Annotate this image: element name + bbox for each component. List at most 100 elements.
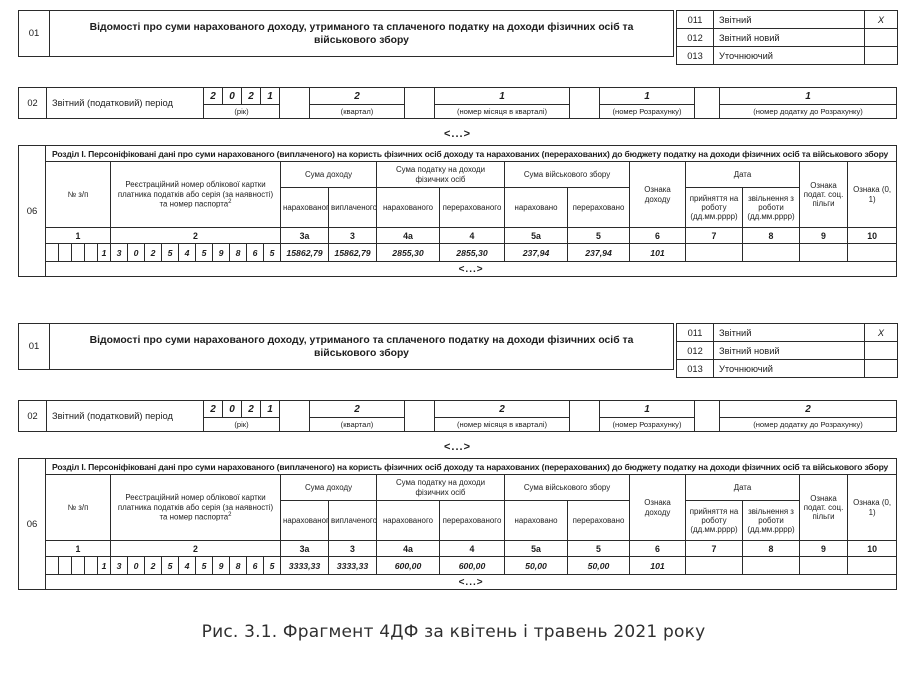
column-number: 3а: [280, 227, 329, 244]
header-sign-01: Ознака (0, 1): [846, 474, 898, 541]
spacer: [280, 401, 310, 432]
reporting-period-label: Звітний (податковий) період: [46, 87, 204, 119]
row-01-number: 01: [18, 323, 50, 370]
tax-digit-cell: 8: [229, 243, 247, 262]
calculation-number-value: 1: [599, 400, 695, 418]
column-number: 5а: [504, 227, 568, 244]
cell-levy-transferred: 50,00: [567, 556, 630, 575]
form-fragment-2: 01 Відомості про суми нарахованого доход…: [18, 277, 898, 590]
cell-income-accrued: 15862,79: [280, 243, 329, 262]
column-number: 6: [629, 227, 686, 244]
month-value: 2: [434, 400, 570, 418]
header-seq-number: № з/п: [45, 161, 111, 228]
column-number: 9: [799, 540, 848, 557]
year-caption: (рік): [203, 417, 280, 432]
column-number: 10: [846, 540, 898, 557]
row-02-number: 02: [18, 87, 47, 119]
tax-digit-cell: 8: [229, 556, 247, 575]
seq-cell: [71, 556, 85, 575]
header-dismissal-date: звільнення з роботи (дд.мм.рррр): [742, 500, 800, 541]
tax-digit-cell: 5: [161, 556, 179, 575]
row-01-title: Відомості про суми нарахованого доходу, …: [49, 10, 674, 57]
column-number: 8: [742, 227, 800, 244]
column-number: 2: [110, 227, 281, 244]
cell-hire-date: [685, 243, 743, 262]
column-number: 9: [799, 227, 848, 244]
header-row-01: 01 Відомості про суми нарахованого доход…: [18, 10, 898, 65]
row-01-number: 01: [18, 10, 50, 57]
footnote-marker: 2: [228, 198, 232, 205]
report-type-mark: X: [864, 323, 898, 342]
cell-levy-transferred: 237,94: [567, 243, 630, 262]
report-type-mark: [864, 46, 898, 65]
header-military-levy-sum: Сума військового збору: [504, 474, 630, 501]
tax-digit-cell: 4: [178, 243, 196, 262]
header-tax-accrued: нарахованого: [376, 187, 440, 228]
reporting-period-row: 02 Звітний (податковий) період 2 0 2 1 2…: [18, 400, 897, 432]
report-type-code: 012: [676, 28, 714, 47]
column-number: 5а: [504, 540, 568, 557]
report-type-code: 011: [676, 10, 714, 29]
section-06-table: 06 Розділ І. Персоніфіковані дані про су…: [18, 458, 898, 590]
seq-cell: [45, 243, 59, 262]
header-tax-transferred: перерахованого: [439, 500, 505, 541]
cell-sign: [846, 243, 898, 262]
cell-hire-date: [685, 556, 743, 575]
report-type-row: 011 Звітний X: [676, 323, 898, 342]
seq-cell: 1: [97, 556, 111, 575]
quarter-value: 2: [309, 400, 405, 418]
spacer: [280, 88, 310, 119]
report-type-label: Уточнюючий: [713, 46, 865, 65]
cell-tax-transferred: 2855,30: [439, 243, 505, 262]
report-type-label: Уточнюючий: [713, 359, 865, 378]
header-reg-number: Реєстраційний номер облікової картки пла…: [110, 474, 281, 541]
cell-sign: [846, 556, 898, 575]
header-tax-sum: Сума податку на доходи фізичних осіб: [376, 474, 505, 501]
report-type-label: Звітний: [713, 323, 865, 342]
seq-cell: 1: [97, 243, 111, 262]
column-number: 7: [685, 540, 743, 557]
cell-tax-accrued: 2855,30: [376, 243, 440, 262]
row-06-number: 06: [18, 145, 46, 277]
section1-title: Розділ І. Персоніфіковані дані про суми …: [44, 145, 898, 162]
row-01-title: Відомості про суми нарахованого доходу, …: [49, 323, 674, 370]
year-digit-cell: 0: [222, 87, 242, 105]
tax-digit-cell: 5: [195, 243, 213, 262]
month-caption: (номер місяця в кварталі): [434, 417, 570, 432]
seq-cell: [84, 243, 98, 262]
header-tax-transferred: перерахованого: [439, 187, 505, 228]
header-social-benefit: Ознака подат. соц. пільги: [799, 474, 848, 541]
tax-digit-cell: 5: [263, 243, 281, 262]
header-income-code: Ознака доходу: [629, 161, 686, 228]
header-levy-accrued: нараховано: [504, 187, 568, 228]
column-number: 7: [685, 227, 743, 244]
year-digit-cell: 0: [222, 400, 242, 418]
footnote-marker: 2: [228, 511, 232, 518]
spacer: [570, 401, 600, 432]
column-number: 3: [328, 227, 377, 244]
header-military-levy-sum: Сума військового збору: [504, 161, 630, 188]
tax-digit-cell: 5: [195, 556, 213, 575]
year-digit-cell: 2: [203, 400, 223, 418]
report-type-label: Звітний: [713, 10, 865, 29]
column-number: 5: [567, 227, 630, 244]
year-digit-cell: 2: [241, 87, 261, 105]
tax-digit-cell: 6: [246, 243, 264, 262]
annex-number-value: 2: [719, 400, 897, 418]
seq-cell: [45, 556, 59, 575]
cell-tax-transferred: 600,00: [439, 556, 505, 575]
year-digit-cell: 2: [203, 87, 223, 105]
data-row: 1 3 0 2 5 4 5 9 8 6 5 15862,79 15862,79 …: [19, 243, 898, 262]
ellipsis-separator: <...>: [443, 128, 472, 140]
tax-digit-cell: 5: [263, 556, 281, 575]
column-number: 4: [439, 227, 505, 244]
column-number: 6: [629, 540, 686, 557]
row-01-box: 01 Відомості про суми нарахованого доход…: [18, 323, 674, 370]
header-social-benefit: Ознака подат. соц. пільги: [799, 161, 848, 228]
report-type-code: 011: [676, 323, 714, 342]
column-number: 10: [846, 227, 898, 244]
reporting-period-row: 02 Звітний (податковий) період 2 0 2 1 2…: [18, 87, 897, 119]
section1-title: Розділ І. Персоніфіковані дані про суми …: [44, 458, 898, 475]
column-number: 4а: [376, 227, 440, 244]
table-ellipsis: <...>: [44, 261, 898, 277]
